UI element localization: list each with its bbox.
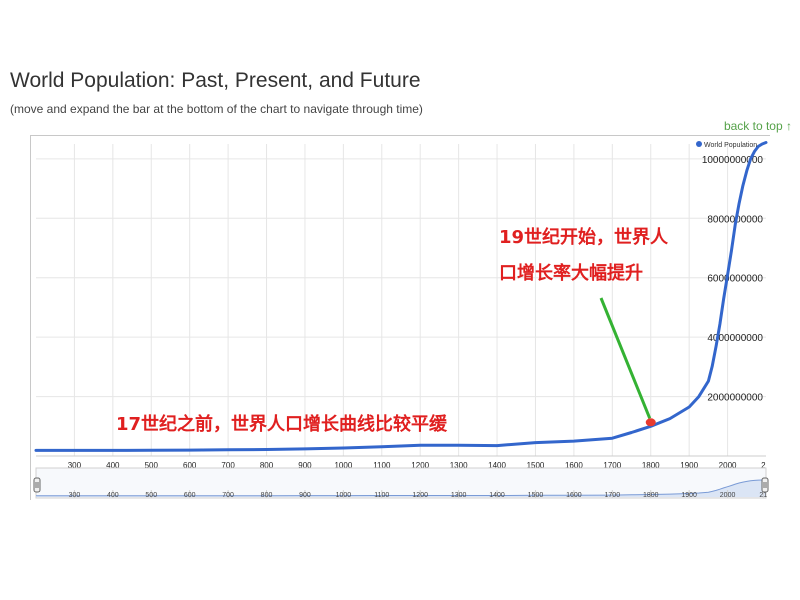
chart-frame: 2000000000 4000000000 6000000000 8000000000…: [30, 135, 771, 501]
legend-marker: [696, 141, 702, 147]
navigator-tick-label: 800: [261, 492, 273, 499]
y-tick-label: 10000000000: [702, 155, 764, 166]
y-tick-label: 4000000000: [707, 333, 763, 344]
population-series-line: [34, 141, 768, 452]
x-tick-label: 900: [298, 461, 312, 470]
page-title: World Population: Past, Present, and Fut…: [10, 69, 421, 92]
x-tick-label: 1400: [488, 461, 506, 470]
x-tick-label: 2: [761, 461, 766, 470]
navigator-area: [36, 479, 766, 497]
annotation-arrow: [599, 297, 652, 419]
x-tick-label: 500: [145, 461, 159, 470]
x-tick-label: 1800: [642, 461, 660, 470]
x-tick-label: 700: [221, 461, 235, 470]
navigator-left-handle[interactable]: [33, 477, 41, 493]
navigator-tick-label: 1700: [605, 492, 621, 499]
x-tick-label: 1100: [373, 461, 391, 470]
x-tick-label: 1700: [603, 461, 621, 470]
annotation-19th-century-line1: 19世纪开始，世界人: [499, 226, 669, 248]
page-subtitle: (move and expand the bar at the bottom o…: [10, 102, 423, 116]
annotation-19th-century-line2: 口增长率大幅提升: [499, 262, 643, 284]
navigator-tick-label: 1600: [566, 492, 582, 499]
x-tick-label: 400: [106, 461, 120, 470]
population-chart: 2000000000400000000060000000008000000000…: [31, 136, 771, 501]
navigator-strip[interactable]: [35, 467, 767, 499]
x-tick-label: 1300: [450, 461, 468, 470]
navigator-tick-label: 1000: [336, 492, 352, 499]
chart-background: [31, 136, 771, 501]
handle-grip[interactable]: [33, 477, 41, 493]
x-tick-label: 300: [68, 461, 82, 470]
highlight-point-1800: [645, 418, 656, 427]
navigator-tick-label: 1200: [412, 492, 428, 499]
handle-grip[interactable]: [761, 477, 769, 493]
navigator-tick-label: 600: [184, 492, 196, 499]
navigator-tick-label: 300: [69, 492, 81, 499]
x-tick-label: 1900: [680, 461, 698, 470]
navigator-tick-label: 1300: [451, 492, 467, 499]
legend-label: World Population: [704, 142, 757, 149]
annotation-before-17th-century: 17世纪之前，世界人口增长曲线比较平缓: [116, 413, 448, 435]
navigator-tick-label: 1500: [528, 492, 544, 499]
navigator-right-handle[interactable]: [761, 477, 769, 493]
navigator-tick-label: 500: [145, 492, 157, 499]
navigator-tick-label: 1100: [374, 492, 389, 499]
navigator-tick-label: 1800: [643, 492, 659, 499]
y-tick-label: 6000000000: [707, 274, 763, 285]
navigator-tick-label: 1900: [681, 492, 697, 499]
navigator-tick-label: 21: [759, 492, 767, 499]
navigator-tick-label: 900: [299, 492, 311, 499]
x-tick-label: 1200: [411, 461, 429, 470]
back-to-top-link[interactable]: back to top ↑: [723, 119, 792, 133]
navigator-tick-label: 1400: [489, 492, 505, 499]
y-tick-label: 2000000000: [707, 393, 763, 404]
navigator-tick-label: 2000: [720, 492, 736, 499]
x-tick-label: 600: [183, 461, 197, 470]
navigator-tick-label: 400: [107, 492, 119, 499]
navigator-tick-label: 700: [222, 492, 234, 499]
x-tick-label: 1500: [527, 461, 545, 470]
x-tick-label: 2000: [719, 461, 737, 470]
x-tick-label: 800: [260, 461, 274, 470]
x-tick-label: 1600: [565, 461, 583, 470]
x-tick-label: 1000: [334, 461, 352, 470]
